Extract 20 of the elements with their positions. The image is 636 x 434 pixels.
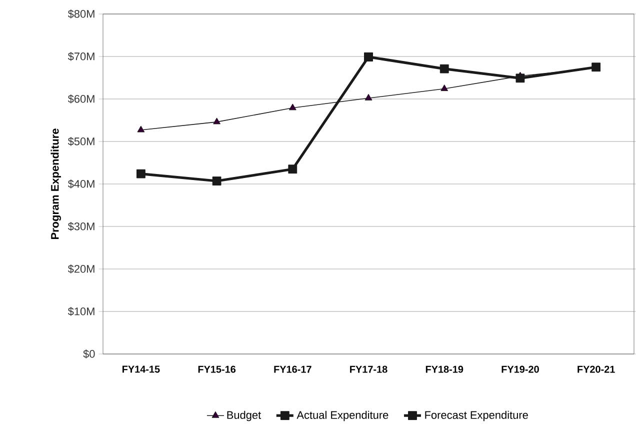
legend-label: Forecast Expenditure (425, 410, 528, 422)
legend-label: Budget (227, 410, 262, 422)
x-tick-label: FY16-17 (274, 366, 312, 373)
y-tick-label: $20M (68, 264, 94, 274)
y-tick-label: $30M (68, 222, 94, 231)
legend-label: Actual Expenditure (296, 410, 388, 422)
x-tick-label: FY18-19 (426, 366, 464, 373)
y-axis-title: Program Expenditure (50, 128, 61, 239)
y-tick-label: $40M (68, 180, 94, 188)
y-tick-label: $70M (68, 52, 94, 61)
x-tick-label: FY20-21 (578, 366, 615, 373)
y-tick-label: $60M (68, 94, 94, 104)
y-tick-label: $80M (68, 10, 94, 18)
y-tick-label: $50M (68, 137, 94, 146)
x-tick-label: FY19-20 (502, 366, 539, 373)
x-tick-label: FY14-15 (122, 366, 160, 373)
y-tick-label: $0 (83, 350, 95, 358)
y-tick-label: $10M (68, 307, 94, 316)
x-tick-label: FY15-16 (198, 366, 236, 373)
x-tick-label: FY17-18 (350, 366, 388, 373)
